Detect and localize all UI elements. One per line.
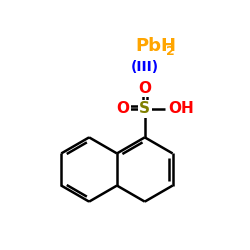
Text: O: O — [116, 102, 130, 116]
Text: O: O — [138, 81, 151, 96]
Text: PbH: PbH — [135, 37, 176, 55]
Text: 2: 2 — [166, 45, 175, 58]
Text: S: S — [139, 102, 150, 116]
Text: (III): (III) — [131, 60, 159, 74]
Text: OH: OH — [168, 102, 194, 116]
